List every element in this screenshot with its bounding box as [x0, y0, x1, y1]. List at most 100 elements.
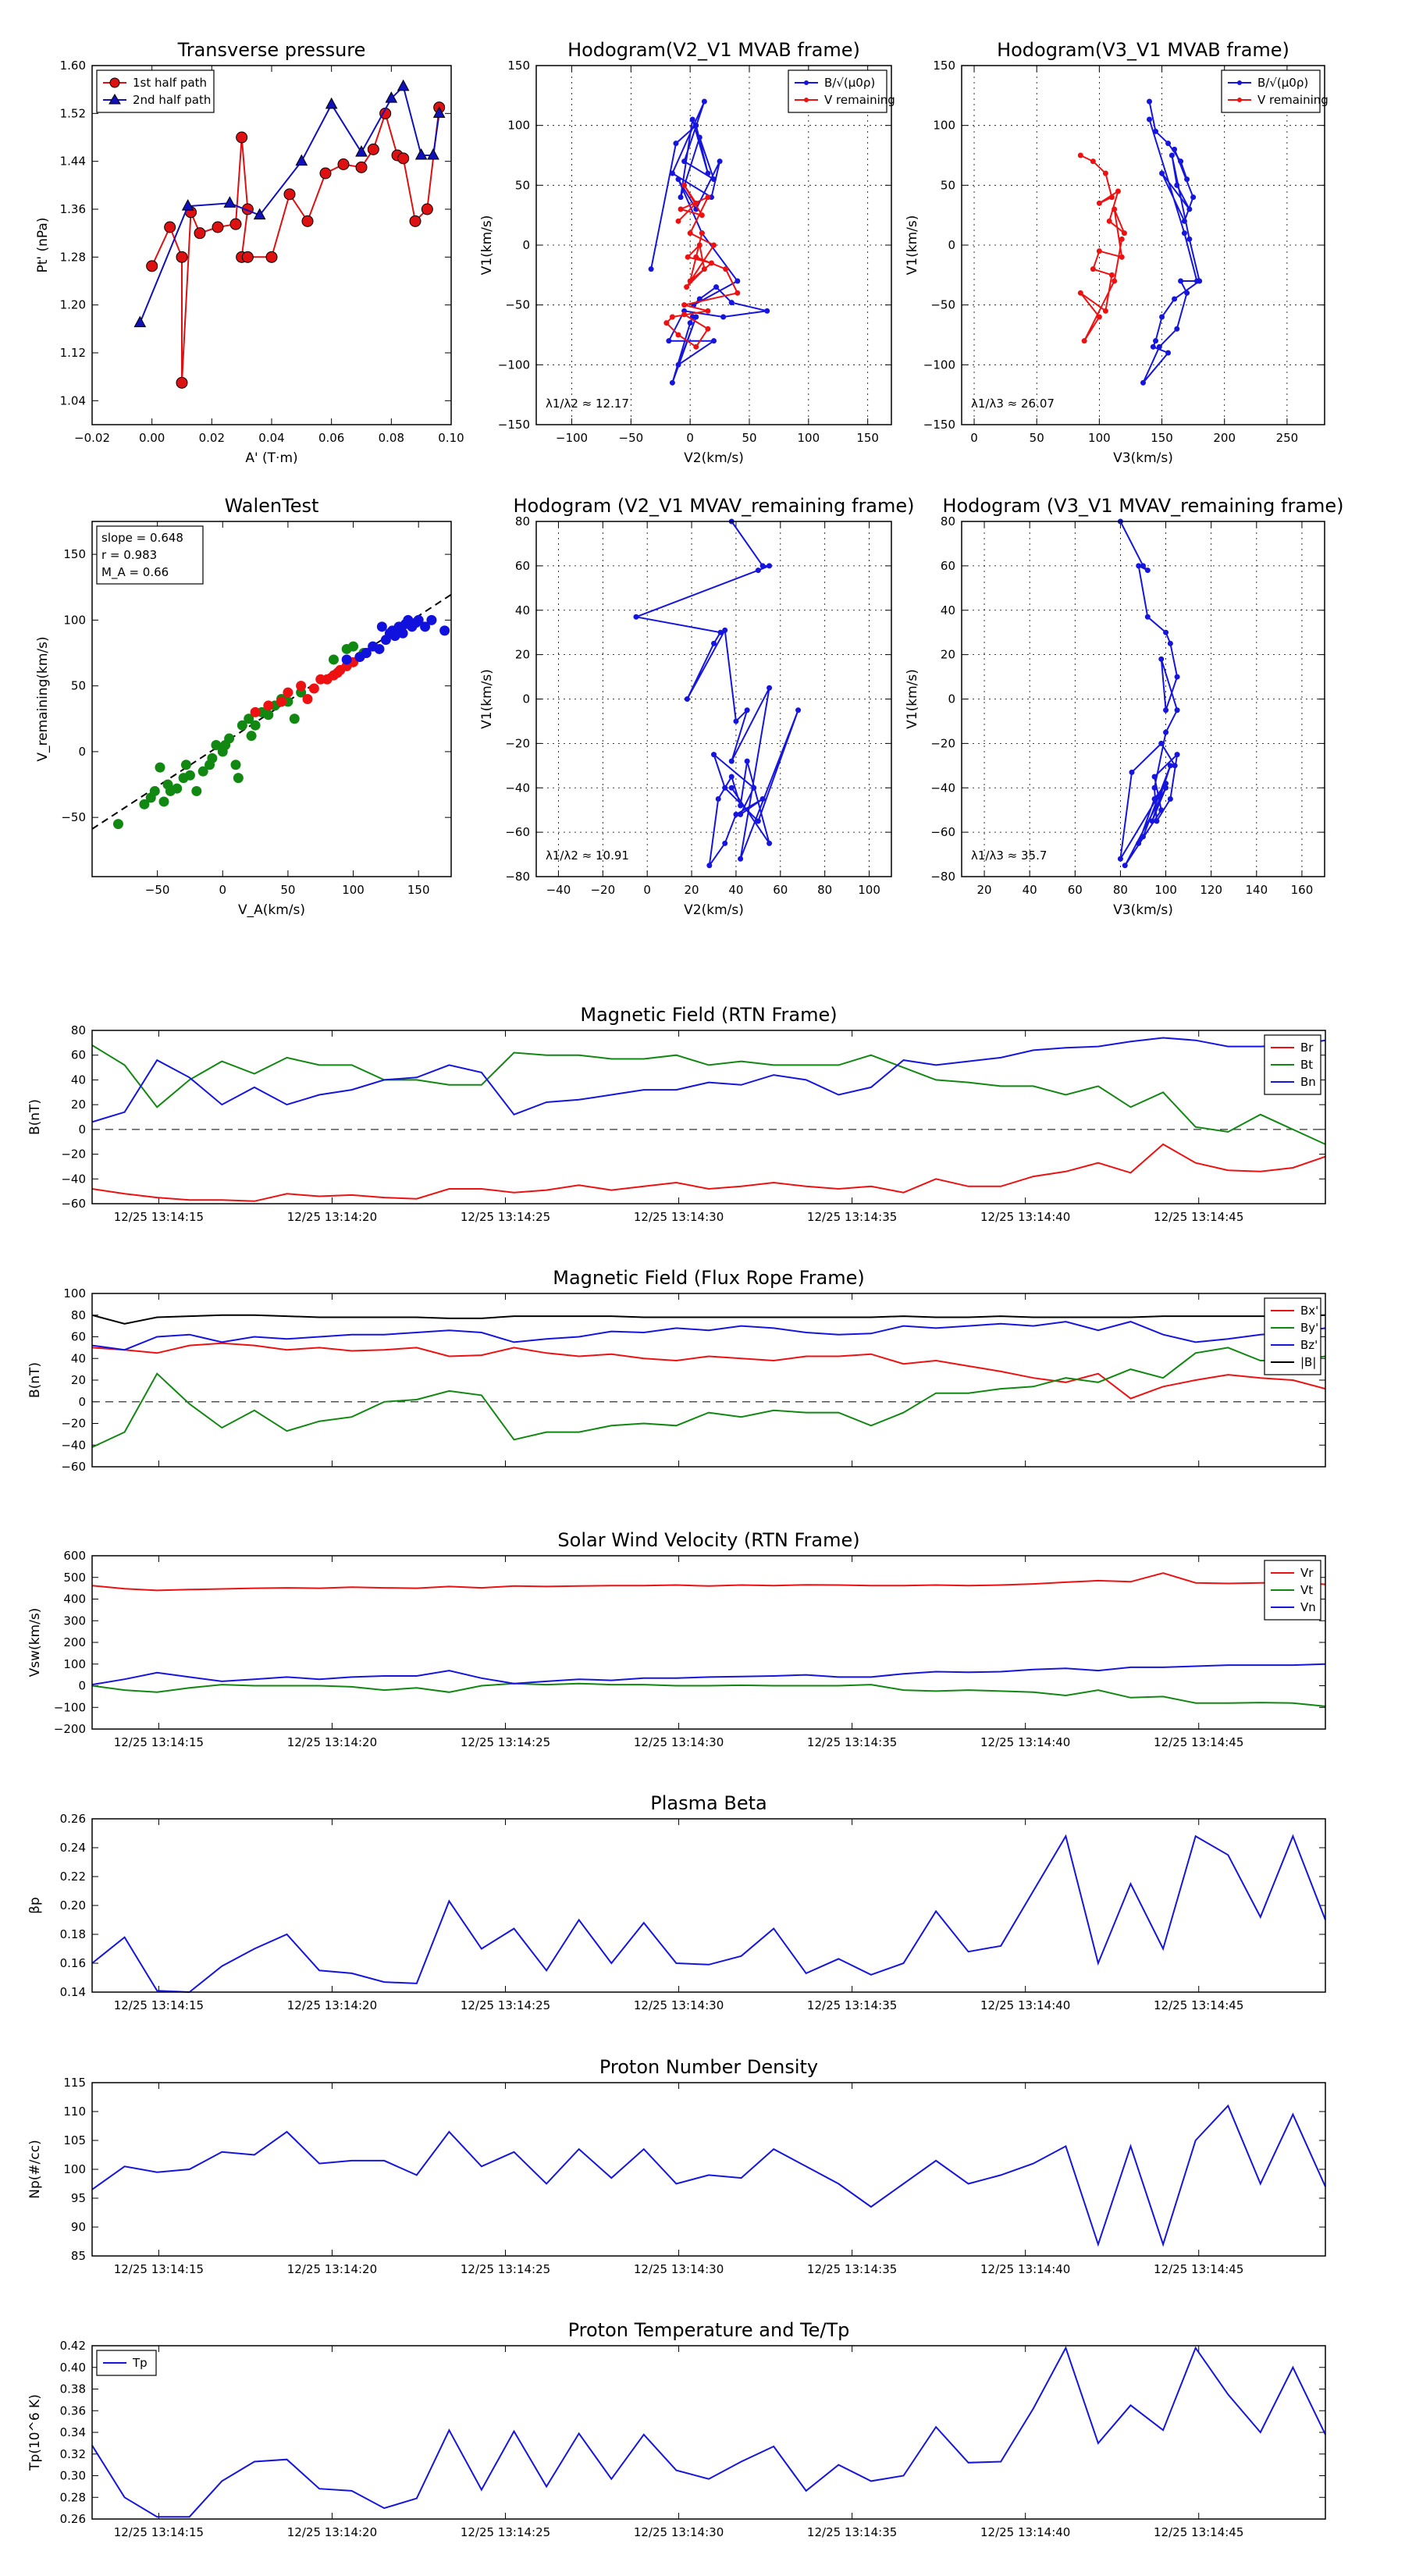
- x-axis-label: V3(km/s): [1113, 450, 1173, 466]
- data-point: [1181, 230, 1187, 237]
- legend-marker: [1237, 98, 1242, 102]
- data-point: [229, 218, 242, 230]
- y-tick-label: 0.26: [60, 2512, 86, 2526]
- x-tick-label: 100: [1154, 883, 1177, 897]
- plot-8: Solar Wind Velocity (RTN Frame) −200 −100 0…: [27, 1529, 1326, 1749]
- data-point: [1077, 290, 1083, 296]
- legend-marker: [804, 80, 809, 85]
- data-point: [711, 338, 717, 344]
- x-axis-label: A' (T·m): [245, 450, 297, 466]
- plot-frame: [961, 521, 1325, 877]
- data-point: [708, 260, 714, 266]
- data-point: [295, 154, 308, 166]
- data-point: [289, 713, 300, 724]
- x-tick-label: 12/25 13:14:40: [980, 2262, 1070, 2276]
- y-tick-label: 0: [78, 1123, 86, 1137]
- y-tick-label: 0.24: [60, 1841, 86, 1855]
- data-point: [673, 141, 679, 147]
- x-tick-label: 12/25 13:14:40: [980, 2525, 1070, 2539]
- y-tick-label: −60: [61, 1460, 86, 1474]
- eigen-ratio-label: λ1/λ3 ≈ 26.07: [971, 397, 1055, 411]
- data-point: [1151, 785, 1158, 791]
- data-point: [744, 758, 750, 764]
- data-point: [207, 753, 218, 763]
- x-tick-label: 120: [1200, 883, 1222, 897]
- plot-frame: [91, 1818, 1326, 1993]
- y-tick-label: 0.16: [60, 1956, 86, 1970]
- y-tick-label: 100: [63, 1657, 86, 1671]
- x-tick-label: 0.04: [258, 431, 284, 445]
- data-point: [633, 614, 639, 620]
- data-point: [1150, 343, 1156, 350]
- data-point: [1174, 752, 1180, 758]
- data-point: [413, 614, 424, 625]
- x-tick-label: 40: [1023, 883, 1037, 897]
- y-axis-label: B(nT): [27, 1362, 43, 1398]
- data-point: [1167, 763, 1173, 769]
- x-tick-label: 40: [728, 883, 743, 897]
- data-point: [1147, 116, 1153, 123]
- y-tick-label: −80: [930, 870, 955, 884]
- y-tick-label: −100: [498, 358, 530, 372]
- x-tick-label: 12/25 13:14:20: [287, 2525, 377, 2539]
- data-point: [1186, 236, 1193, 242]
- data-point: [1112, 278, 1118, 284]
- data-point: [1081, 338, 1087, 344]
- data-point: [355, 161, 368, 173]
- series-line: [91, 1044, 1326, 1145]
- data-point: [699, 230, 705, 237]
- series-line: [91, 1682, 1326, 1707]
- x-tick-label: 12/25 13:14:45: [1154, 1735, 1243, 1749]
- data-point: [1096, 200, 1102, 206]
- legend-marker: [108, 94, 121, 105]
- legend-label: Br: [1300, 1041, 1314, 1055]
- data-point: [1144, 568, 1151, 574]
- y-tick-label: −100: [54, 1700, 86, 1714]
- data-point: [1158, 656, 1165, 662]
- y-tick-label: 100: [63, 2162, 86, 2176]
- y-tick-label: −200: [54, 1722, 86, 1736]
- data-point: [250, 706, 261, 717]
- data-point: [1119, 236, 1125, 242]
- data-point: [678, 194, 684, 201]
- data-point: [1102, 170, 1108, 176]
- data-point: [1154, 818, 1160, 824]
- x-tick-label: 80: [1113, 883, 1128, 897]
- data-point: [367, 143, 379, 155]
- x-tick-label: 12/25 13:14:45: [1154, 2525, 1243, 2539]
- y-tick-label: 90: [71, 2220, 86, 2234]
- data-point: [427, 148, 439, 160]
- plot-9: Plasma Beta 0.14 0.16 0.18 0.20 0.22 0.24 0.26 1…: [27, 1792, 1326, 2012]
- data-point: [722, 785, 728, 791]
- data-point: [355, 145, 368, 157]
- y-axis-label: Tp(10^6 K): [27, 2394, 43, 2471]
- x-tick-label: 12/25 13:14:15: [114, 1998, 204, 2012]
- x-tick-label: 0.02: [199, 431, 225, 445]
- eigen-ratio-label: λ1/λ2 ≈ 12.17: [546, 397, 629, 411]
- data-point: [180, 760, 191, 770]
- x-tick-label: 12/25 13:14:30: [634, 1210, 724, 1224]
- data-point: [701, 266, 707, 272]
- y-tick-label: 60: [941, 559, 955, 573]
- data-point: [1167, 795, 1173, 802]
- x-tick-label: 12/25 13:14:35: [807, 2262, 897, 2276]
- plot-title: Hodogram(V3_V1 MVAB frame): [997, 39, 1289, 61]
- legend-label: V remaining: [1257, 93, 1329, 107]
- data-point: [733, 811, 739, 817]
- data-point: [711, 242, 717, 248]
- y-tick-label: 1.12: [60, 346, 86, 360]
- data-point: [1159, 170, 1165, 176]
- data-point: [1153, 338, 1159, 344]
- y-tick-label: −40: [505, 781, 530, 795]
- data-point: [1117, 856, 1123, 862]
- y-tick-label: 50: [71, 679, 86, 693]
- x-axis-label: V2(km/s): [684, 902, 744, 918]
- data-point: [1181, 218, 1187, 224]
- data-point: [669, 314, 675, 320]
- x-tick-label: 0.06: [318, 431, 344, 445]
- plot-frame: [535, 65, 892, 425]
- data-point: [1163, 729, 1169, 735]
- y-tick-label: 80: [71, 1308, 86, 1322]
- series-line: [91, 2346, 1326, 2518]
- data-point: [735, 290, 741, 296]
